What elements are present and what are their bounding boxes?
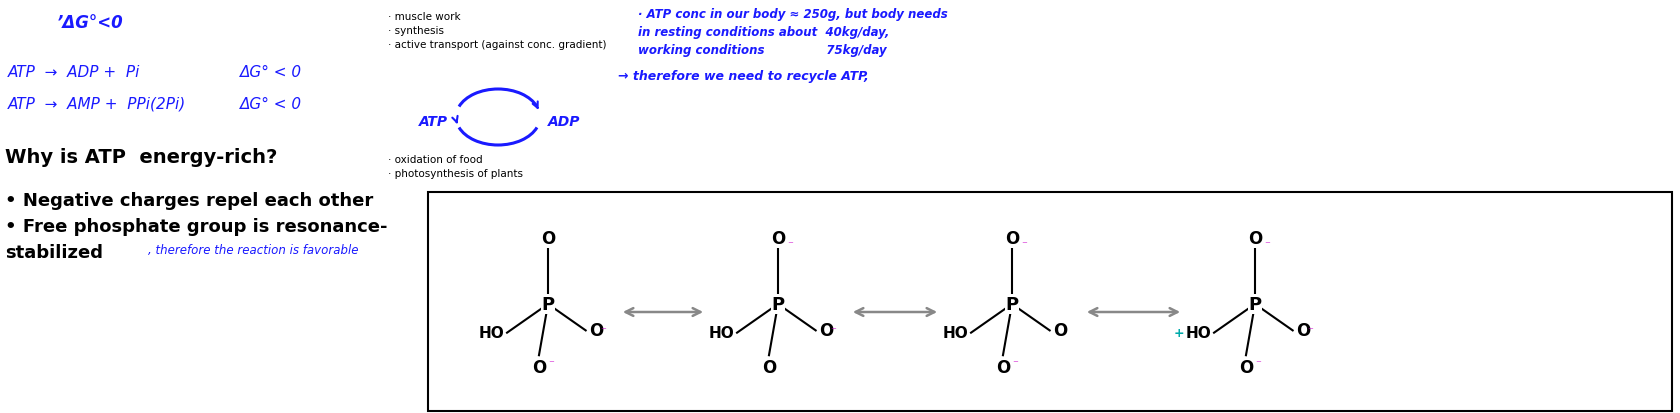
Text: HO: HO — [1186, 325, 1211, 340]
Text: Why is ATP  energy-rich?: Why is ATP energy-rich? — [5, 147, 277, 166]
Text: · ATP conc in our body ≈ 250g, but body needs: · ATP conc in our body ≈ 250g, but body … — [638, 8, 948, 21]
Text: P: P — [541, 295, 554, 313]
Text: ATP  →  ADP +  Pi: ATP → ADP + Pi — [8, 65, 141, 80]
Text: · photosynthesis of plants: · photosynthesis of plants — [388, 169, 522, 178]
Text: +: + — [1173, 326, 1184, 339]
Text: ’ΔG°<0: ’ΔG°<0 — [57, 14, 123, 32]
Text: O: O — [771, 230, 785, 247]
Text: O: O — [541, 230, 554, 247]
Text: ⁻: ⁻ — [1021, 240, 1026, 249]
Text: O: O — [1248, 230, 1262, 247]
Text: O: O — [996, 358, 1010, 376]
Text: · active transport (against conc. gradient): · active transport (against conc. gradie… — [388, 40, 606, 50]
Text: O: O — [1053, 322, 1067, 339]
Bar — [428, 192, 1672, 411]
Text: HO: HO — [942, 325, 968, 340]
Text: O: O — [533, 358, 546, 376]
Text: HO: HO — [479, 325, 504, 340]
Text: O: O — [1005, 230, 1020, 247]
Text: ⁻: ⁻ — [786, 240, 793, 249]
Text: O: O — [1238, 358, 1253, 376]
Text: · muscle work: · muscle work — [388, 12, 460, 22]
Text: P: P — [771, 295, 785, 313]
Text: • Free phosphate group is resonance-: • Free phosphate group is resonance- — [5, 218, 388, 235]
Text: ⁻: ⁻ — [830, 325, 837, 336]
Text: O: O — [1295, 322, 1310, 339]
Text: • Negative charges repel each other: • Negative charges repel each other — [5, 192, 373, 209]
Text: ⁻: ⁻ — [548, 358, 554, 368]
Text: O: O — [588, 322, 603, 339]
Text: O: O — [761, 358, 776, 376]
Text: stabilized: stabilized — [5, 243, 102, 261]
Text: ATP  →  AMP +  PPi(2Pi): ATP → AMP + PPi(2Pi) — [8, 97, 186, 112]
Text: ΔG° < 0: ΔG° < 0 — [240, 65, 302, 80]
Text: ⁻: ⁻ — [1263, 240, 1270, 249]
Text: ⁻: ⁻ — [1011, 358, 1018, 368]
Text: ADP: ADP — [548, 115, 580, 129]
Text: P: P — [1005, 295, 1018, 313]
Text: ΔG° < 0: ΔG° < 0 — [240, 97, 302, 112]
Text: , therefore the reaction is favorable: , therefore the reaction is favorable — [148, 243, 358, 256]
Text: P: P — [1248, 295, 1262, 313]
Text: · oxidation of food: · oxidation of food — [388, 154, 482, 165]
Text: O: O — [818, 322, 833, 339]
Text: ⁻: ⁻ — [1255, 358, 1262, 368]
Text: · synthesis: · synthesis — [388, 26, 444, 36]
Text: HO: HO — [709, 325, 734, 340]
Text: → therefore we need to recycle ATP,: → therefore we need to recycle ATP, — [618, 70, 869, 83]
Text: ⁻: ⁻ — [601, 325, 606, 336]
Text: working conditions               75kg/day: working conditions 75kg/day — [638, 44, 887, 57]
Text: ATP: ATP — [418, 115, 449, 129]
Text: ⁻: ⁻ — [1307, 325, 1314, 336]
Text: in resting conditions about  40kg/day,: in resting conditions about 40kg/day, — [638, 26, 889, 39]
